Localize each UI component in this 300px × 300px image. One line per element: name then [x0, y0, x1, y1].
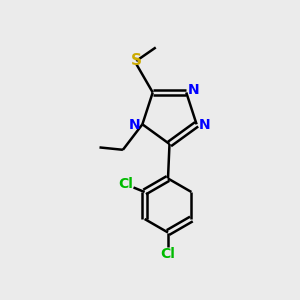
- Text: N: N: [199, 118, 210, 132]
- Text: Cl: Cl: [160, 247, 175, 260]
- Text: Cl: Cl: [118, 177, 133, 190]
- Text: N: N: [129, 118, 140, 132]
- Text: N: N: [188, 83, 200, 97]
- Text: S: S: [131, 53, 142, 68]
